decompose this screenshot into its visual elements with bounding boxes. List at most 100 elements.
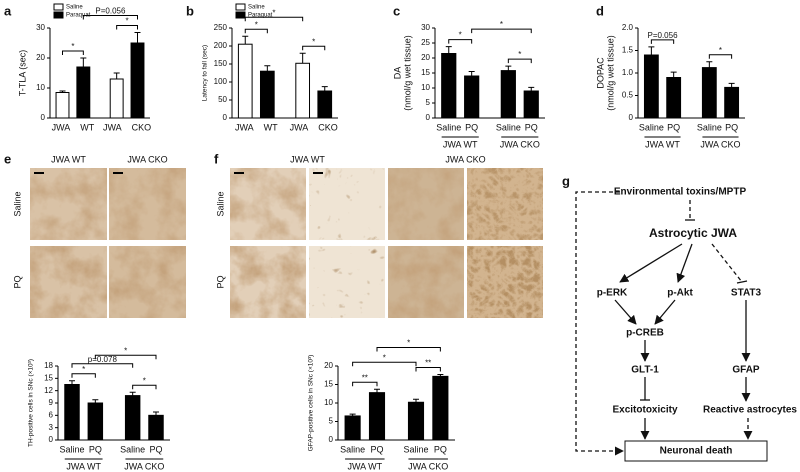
y-axis-label: (nmol/g wet tissue) [402,35,412,111]
significance-bracket [708,54,733,59]
x-tick-label: PQ [525,122,538,132]
bar [295,62,311,119]
x-tick-label: JWA CKO [290,122,338,132]
y-tick-label: 2.0 [622,23,634,32]
significance-bracket [94,354,157,360]
y-tick-label: 0.5 [622,91,634,100]
panel-label: c [393,3,400,18]
error-bar [113,72,120,79]
error-bar [648,46,655,55]
significance-label: * [500,20,503,29]
bar [64,384,80,441]
error-bar [134,32,141,43]
bar [441,53,457,119]
y-tick-label: 5 [426,98,431,107]
error-bar [92,399,99,403]
x-tick-label: JWA CKO [103,122,151,132]
bar [124,395,141,441]
group-label: JWA CKO [500,139,540,149]
significance-label: * [82,365,85,374]
x-tick-label: JWA WT [235,122,278,132]
y-axis-label: TH-positive cells in SNc (×10³) [28,359,35,447]
error-bar [706,61,713,68]
y-tick-label: 30 [421,23,430,32]
bar [500,70,516,119]
x-tick-label: Saline [697,122,722,132]
bar [464,75,480,119]
y-tick-label: 20 [421,53,430,62]
y-tick-label: 25 [421,38,430,47]
edge [676,243,693,283]
group-label: JWA WT [645,139,680,149]
node-box [624,440,768,462]
diagram-node: p-ERK [597,288,628,299]
significance-label: ** [425,359,431,368]
significance-label: * [719,46,722,55]
y-tick-label: 12 [44,386,53,395]
bar [724,86,740,119]
significance-bracket [132,384,157,390]
bar [109,78,124,119]
panel-label: a [4,3,12,18]
bar [407,401,425,441]
y-axis-label: T-TLA (sec) [17,50,27,97]
error-bar [153,411,159,416]
significance-label: * [71,42,74,51]
panel-label: d [596,3,604,18]
y-tick-label: 10 [324,398,333,407]
panel-label: f [214,151,219,166]
panel-label: b [186,3,194,18]
inhibit-bar [736,280,748,284]
bar [130,42,145,119]
micrograph-texture [388,246,464,318]
significance-bracket [448,39,473,44]
y-tick-label: 20 [324,361,333,370]
edge [654,299,676,325]
significance-bracket [415,367,441,372]
significance-label: * [459,31,462,40]
error-bar [299,52,306,64]
x-tick-label: PQ [89,444,102,454]
error-bar [528,86,535,91]
group-label: JWA WT [443,139,478,149]
bar [148,414,164,441]
group-label: JWA CKO [124,461,164,471]
x-tick-label: Saline [639,122,664,132]
significance-label: * [124,346,127,355]
y-axis-label: (nmol/g wet tissue) [605,35,615,111]
group-label: JWA CKO [408,461,448,471]
bar [317,90,333,119]
column-label: JWA CKO [445,154,485,164]
diagram-node: p-Akt [667,288,693,299]
error-bar [468,71,475,76]
y-tick-label: 20 [36,53,45,62]
y-tick-label: 6 [49,410,54,419]
legend-label: Paraquat [248,13,273,19]
diagram-node: Astrocytic JWA [649,226,737,240]
significance-label: * [255,20,258,29]
y-tick-label: 0 [629,113,634,122]
y-axis-label: Latency to fall (sec) [202,45,209,101]
y-tick-label: 9 [49,398,54,407]
micrograph-texture [109,246,186,318]
x-tick-label: Saline [59,444,84,454]
significance-bracket [82,15,138,20]
column-label: JWA WT [290,154,325,164]
significance-label: * [518,50,521,59]
y-tick-label: 15 [421,68,430,77]
y-tick-label: 30 [36,23,45,32]
significance-label: * [383,353,386,362]
y-axis-label: GFAP-positive cells in SNc (×10³) [308,355,315,452]
bar [432,375,449,441]
diagram-node: Reactive astrocytes [703,405,797,416]
significance-bracket [116,25,138,30]
x-tick-label: PQ [370,444,383,454]
x-tick-label: Saline [340,444,365,454]
micrograph-texture [467,246,543,318]
significance-label: P=0.056 [95,7,126,16]
edge [575,191,624,456]
significance-bracket [471,28,532,34]
y-tick-label: 0 [329,435,334,444]
edge [614,299,637,325]
error-bar [129,391,136,396]
